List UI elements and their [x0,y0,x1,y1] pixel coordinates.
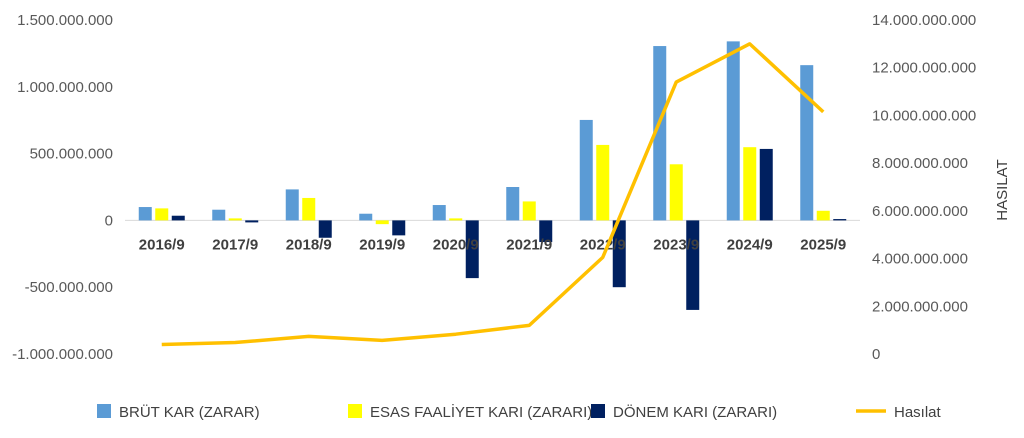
right-tick-label: 12.000.000.000 [872,60,976,77]
right-tick-label: 8.000.000.000 [872,155,968,172]
category-label: 2023/9 [653,236,699,253]
bar [285,189,299,221]
bar [171,215,185,221]
left-axis-ticks: -1.000.000.000 -500.000.000 0 500.000.000 1.… [12,12,113,363]
bar [302,197,316,221]
left-tick-label: 1.500.000.000 [17,12,113,29]
bar [596,144,610,221]
right-tick-label: 2.000.000.000 [872,298,968,315]
legend: BRÜT KAR (ZARAR) ESAS FAALİYET KARI (ZARA… [97,403,942,421]
revenue-line-group [161,42,825,347]
bar [579,119,593,221]
left-tick-label: 500.000.000 [30,146,113,163]
category-label: 2018/9 [286,236,332,253]
right-axis-ticks: 0 2.000.000.000 4.000.000.000 6.000.000.000… [872,12,976,363]
category-labels: 2016/9 2017/9 2018/9 2019/9 2020/9 2021/9 2022… [139,236,846,253]
bar [539,220,553,243]
bar [759,148,773,221]
bar [449,218,463,221]
bar [212,209,226,221]
category-label: 2021/9 [506,236,552,253]
category-label: 2024/9 [727,236,773,253]
right-tick-label: 14.000.000.000 [872,12,976,29]
legend-label: BRÜT KAR (ZARAR) [119,403,260,421]
left-tick-label: 0 [105,212,113,229]
left-tick-label: -500.000.000 [25,279,113,296]
right-tick-label: 4.000.000.000 [872,251,968,268]
bar [816,210,830,221]
legend-swatch [348,404,362,418]
bar [392,220,406,236]
right-tick-label: 0 [872,346,880,363]
bar [245,220,259,223]
bar [833,219,847,221]
bar [465,220,479,279]
right-tick-label: 6.000.000.000 [872,203,968,220]
bar [138,207,152,221]
bar [522,201,536,221]
legend-swatch [97,404,111,418]
bar [653,46,667,221]
right-axis-title: HASILAT [994,159,1011,220]
bar [359,213,373,221]
left-tick-label: 1.000.000.000 [17,79,113,96]
category-label: 2022/9 [580,236,626,253]
bar [155,208,169,221]
legend-swatch [591,404,605,418]
bar [432,205,446,221]
bar [800,65,814,221]
bar [228,218,242,221]
category-label: 2025/9 [800,236,846,253]
left-tick-label: -1.000.000.000 [12,346,113,363]
category-label: 2016/9 [139,236,185,253]
bar [506,187,520,221]
legend-label: Hasılat [894,404,942,421]
bar [669,164,683,221]
bar [612,220,626,288]
bar [726,41,740,221]
category-label: 2020/9 [433,236,479,253]
legend-label: DÖNEM KARI (ZARARI) [613,403,777,421]
legend-label: ESAS FAALİYET KARI (ZARARI) [370,403,592,421]
bar [743,147,757,221]
revenue-line [161,42,825,347]
bars-group [138,41,847,310]
category-label: 2017/9 [212,236,258,253]
bar [375,220,389,225]
bar [318,220,332,238]
category-label: 2019/9 [359,236,405,253]
right-tick-label: 10.000.000.000 [872,107,976,124]
bar [686,220,700,310]
